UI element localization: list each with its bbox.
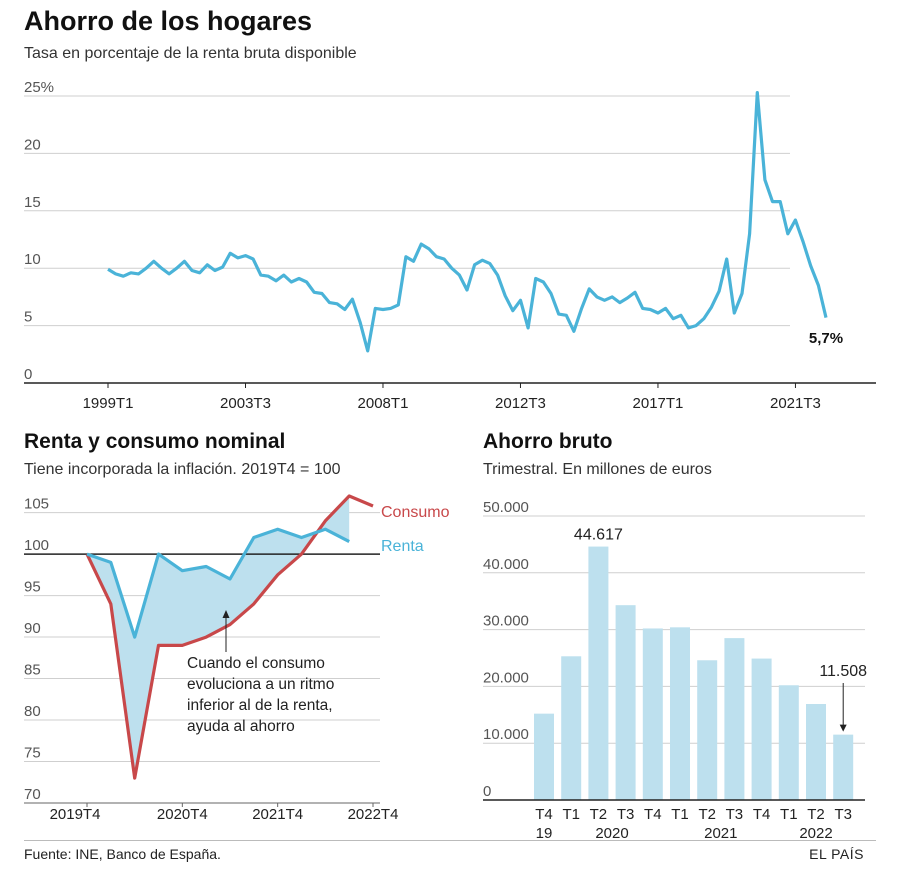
y-tick-label: 70 xyxy=(24,786,41,803)
y-tick-label: 5 xyxy=(24,309,32,326)
x-tick-label: 2020T4 xyxy=(157,806,208,823)
bar xyxy=(833,734,854,800)
y-tick-label: 20.000 xyxy=(483,669,529,686)
x-tick-label: T2 xyxy=(590,806,608,823)
x-tick-label: T1 xyxy=(671,806,689,823)
bar xyxy=(561,656,582,800)
annotation-text-line: inferior al de la renta, xyxy=(187,697,333,714)
annotation-text-line: ayuda al ahorro xyxy=(187,718,295,735)
chart-subtitle-renta-consumo: Tiene incorporada la inflación. 2019T4 =… xyxy=(24,461,341,478)
y-tick-label: 25% xyxy=(24,79,54,96)
bar xyxy=(642,628,663,800)
x-tick-label: 2012T3 xyxy=(495,395,546,412)
y-tick-label: 15 xyxy=(24,194,41,211)
bar xyxy=(778,685,799,800)
y-tick-label: 95 xyxy=(24,579,41,596)
x-tick-label: T2 xyxy=(807,806,825,823)
end-value-label: 5,7% xyxy=(809,330,843,347)
x-tick-label: 2003T3 xyxy=(220,395,271,412)
legend-label-renta: Renta xyxy=(381,538,424,555)
x-tick-label: T1 xyxy=(780,806,798,823)
bar xyxy=(534,713,554,800)
y-tick-label: 10.000 xyxy=(483,726,529,743)
brand-logo-text: EL PAÍS xyxy=(809,846,864,862)
gap-area-fill xyxy=(87,496,350,779)
y-tick-label: 30.000 xyxy=(483,613,529,630)
x-tick-label: T3 xyxy=(617,806,635,823)
x-tick-label: T1 xyxy=(562,806,580,823)
y-tick-label: 90 xyxy=(24,620,41,637)
bar xyxy=(724,638,745,800)
chart-title-ahorro-bruto: Ahorro bruto xyxy=(483,430,613,453)
annotation-text-line: evoluciona a un ritmo xyxy=(187,676,334,693)
x-tick-label: T3 xyxy=(834,806,852,823)
x-tick-label: 1999T1 xyxy=(83,395,134,412)
series-line-tasa-ahorro xyxy=(107,91,828,353)
chart-title-ahorro-hogares: Ahorro de los hogares xyxy=(24,6,313,36)
bar xyxy=(588,546,609,800)
y-tick-label: 50.000 xyxy=(483,499,529,516)
x-tick-label: 2008T1 xyxy=(358,395,409,412)
annotation-text-line: Cuando el consumo xyxy=(187,655,325,672)
series-line-consumo xyxy=(85,494,374,780)
y-tick-label: 75 xyxy=(24,745,41,762)
value-arrow-head xyxy=(839,724,847,732)
x-tick-label: 2021T3 xyxy=(770,395,821,412)
bar xyxy=(751,658,772,800)
chart-title-renta-consumo: Renta y consumo nominal xyxy=(24,430,286,453)
y-tick-label: 0 xyxy=(24,366,32,383)
x-tick-label: 2017T1 xyxy=(633,395,684,412)
y-tick-label: 100 xyxy=(24,537,49,554)
chart-subtitle-ahorro-hogares: Tasa en porcentaje de la renta bruta dis… xyxy=(24,45,357,62)
year-label: 2021 xyxy=(704,825,737,842)
bar xyxy=(615,605,636,800)
x-tick-label: T4 xyxy=(535,806,553,823)
chart-subtitle-ahorro-bruto: Trimestral. En millones de euros xyxy=(483,461,712,478)
value-label: 11.508 xyxy=(819,663,867,680)
y-tick-label: 20 xyxy=(24,136,41,153)
year-label: 2022 xyxy=(799,825,832,842)
y-tick-label: 85 xyxy=(24,662,41,679)
footer-divider xyxy=(24,840,876,841)
x-tick-label: 2019T4 xyxy=(50,806,101,823)
x-tick-label: T2 xyxy=(698,806,716,823)
x-tick-label: 2021T4 xyxy=(252,806,303,823)
source-note: Fuente: INE, Banco de España. xyxy=(24,846,221,862)
bar xyxy=(697,660,718,800)
bar xyxy=(670,627,690,800)
year-label: 2020 xyxy=(595,825,628,842)
x-tick-label: T3 xyxy=(726,806,744,823)
y-tick-label: 105 xyxy=(24,496,49,513)
legend-label-consumo: Consumo xyxy=(381,504,450,521)
y-tick-label: 40.000 xyxy=(483,556,529,573)
x-tick-label: 2022T4 xyxy=(348,806,399,823)
x-tick-label: T4 xyxy=(753,806,771,823)
value-label: 44.617 xyxy=(574,527,623,544)
bar xyxy=(806,704,826,800)
annotation-arrow-head xyxy=(222,610,230,618)
year-label: 19 xyxy=(536,825,553,842)
y-tick-label: 0 xyxy=(483,783,491,800)
y-tick-label: 80 xyxy=(24,703,41,720)
x-tick-label: T4 xyxy=(644,806,662,823)
series-line-renta xyxy=(86,527,350,639)
y-tick-label: 10 xyxy=(24,251,41,268)
